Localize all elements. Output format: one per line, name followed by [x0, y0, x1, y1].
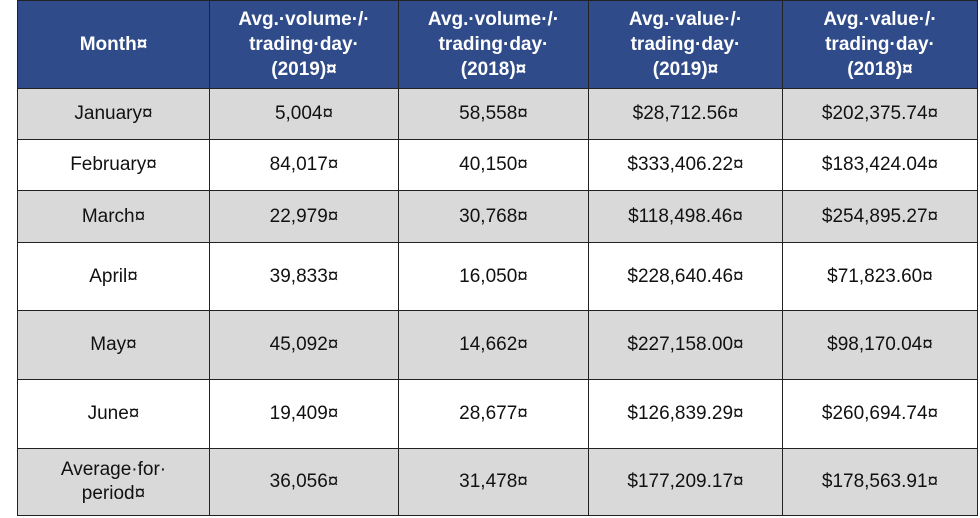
header-avg-volume-2019: Avg.·volume·/· trading·day· (2019)¤: [209, 0, 399, 89]
month-cell: January¤: [17, 88, 210, 140]
avg-volume-2019-cell: 39,833¤: [209, 242, 399, 311]
header-avg-volume-2018: Avg.·volume·/· trading·day· (2018)¤: [398, 0, 589, 89]
header-line: (2019)¤: [652, 59, 719, 80]
avg-value-2018-cell: $202,375.74¤: [782, 88, 978, 140]
month-label: February¤: [70, 154, 157, 175]
avg-value-2018-cell: $254,895.27¤: [782, 190, 978, 243]
header-line: (2018)¤: [847, 59, 913, 80]
month-cell: April¤: [17, 242, 210, 311]
table-row: February¤ 84,017¤ 40,150¤ $333,406.22¤ $…: [17, 139, 978, 191]
header-avg-value-2018: Avg.·value·/· trading·day· (2018)¤: [782, 0, 978, 89]
month-cell: Average·for· period¤: [17, 448, 210, 516]
avg-value-2018-cell: $71,823.60¤: [782, 242, 978, 311]
header-line: Avg.·volume·/·: [427, 9, 560, 30]
avg-value-2019-cell: $228,640.46¤: [588, 242, 783, 311]
header-line: trading·day·: [438, 34, 549, 55]
table-row: March¤ 22,979¤ 30,768¤ $118,498.46¤ $254…: [17, 190, 978, 243]
avg-value-2018-cell: $260,694.74¤: [782, 379, 978, 449]
avg-volume-2018-cell: 40,150¤: [398, 139, 589, 191]
header-avg-value-2019: Avg.·value·/· trading·day· (2019)¤: [588, 0, 783, 89]
header-line: Avg.·value·/·: [823, 9, 937, 30]
avg-volume-2018-cell: 16,050¤: [398, 242, 589, 311]
table-row: April¤ 39,833¤ 16,050¤ $228,640.46¤ $71,…: [17, 242, 978, 311]
table-row: May¤ 45,092¤ 14,662¤ $227,158.00¤ $98,17…: [17, 310, 978, 380]
header-month-line-1: Month¤: [79, 34, 148, 55]
header-row: Month¤ Avg.·volume·/· trading·day· (2019…: [17, 0, 978, 89]
avg-value-2019-cell: $333,406.22¤: [588, 139, 783, 191]
avg-volume-2019-cell: 5,004¤: [209, 88, 399, 140]
avg-value-2019-cell: $118,498.46¤: [588, 190, 783, 243]
month-cell: March¤: [17, 190, 210, 243]
header-line: trading·day·: [249, 34, 359, 55]
month-cell: June¤: [17, 379, 210, 449]
avg-value-2018-cell: $183,424.04¤: [782, 139, 978, 191]
month-label-line-1: Average·for·: [60, 459, 167, 480]
header-line: trading·day·: [825, 34, 935, 55]
avg-volume-2019-cell: 45,092¤: [209, 310, 399, 380]
avg-volume-2018-cell: 14,662¤: [398, 310, 589, 380]
avg-value-2019-cell: $177,209.17¤: [588, 448, 783, 516]
header-line: Avg.·value·/·: [628, 9, 743, 30]
table-row-average: Average·for· period¤ 36,056¤ 31,478¤ $17…: [17, 448, 978, 516]
avg-volume-2018-cell: 58,558¤: [398, 88, 589, 140]
avg-volume-2018-cell: 30,768¤: [398, 190, 589, 243]
month-label: January¤: [74, 103, 153, 124]
avg-volume-2018-cell: 31,478¤: [398, 448, 589, 516]
avg-volume-2019-cell: 22,979¤: [209, 190, 399, 243]
table-row: June¤ 19,409¤ 28,677¤ $126,839.29¤ $260,…: [17, 379, 978, 449]
header-line: (2018)¤: [460, 59, 527, 80]
trading-statistics-table: Month¤ Avg.·volume·/· trading·day· (2019…: [17, 0, 978, 516]
avg-volume-2019-cell: 84,017¤: [209, 139, 399, 191]
month-cell: February¤: [17, 139, 210, 191]
header-line: Avg.·volume·/·: [238, 9, 370, 30]
month-label: May¤: [90, 334, 137, 355]
avg-value-2019-cell: $28,712.56¤: [588, 88, 783, 140]
header-month: Month¤: [17, 0, 210, 89]
avg-value-2018-cell: $98,170.04¤: [782, 310, 978, 380]
header-line: (2019)¤: [271, 59, 337, 80]
header-line: trading·day·: [630, 34, 741, 55]
month-label: April¤: [89, 265, 138, 287]
avg-volume-2019-cell: 19,409¤: [209, 379, 399, 449]
avg-value-2019-cell: $126,839.29¤: [588, 379, 783, 449]
month-cell: May¤: [17, 310, 210, 380]
avg-value-2019-cell: $227,158.00¤: [588, 310, 783, 380]
month-label: March¤: [81, 205, 146, 227]
avg-volume-2019-cell: 36,056¤: [209, 448, 399, 516]
month-label: June¤: [87, 403, 140, 424]
avg-volume-2018-cell: 28,677¤: [398, 379, 589, 449]
avg-value-2018-cell: $178,563.91¤: [782, 448, 978, 516]
month-label-line-2: period¤: [81, 483, 146, 504]
table-row: January¤ 5,004¤ 58,558¤ $28,712.56¤ $202…: [17, 88, 978, 140]
